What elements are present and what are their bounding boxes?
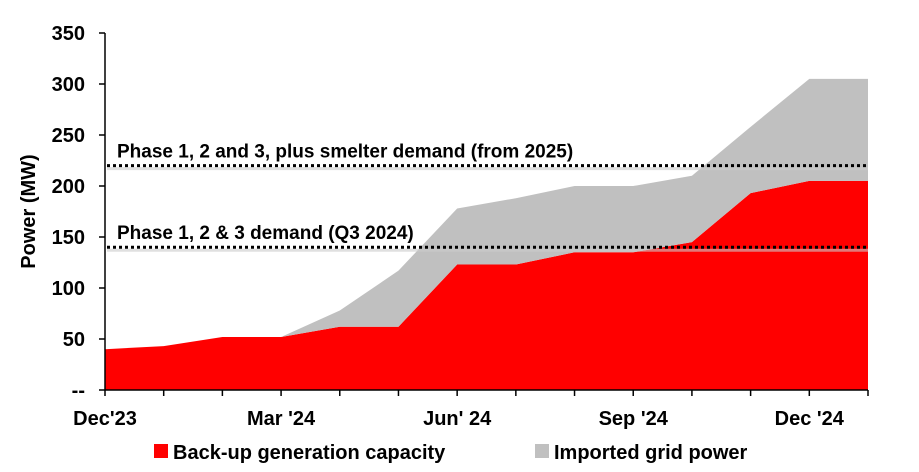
y-tick-label: 250 [52, 125, 85, 147]
legend-swatch [535, 444, 549, 458]
x-tick-label: Dec '24 [775, 408, 845, 430]
legend-swatch [154, 444, 168, 458]
legend-label: Back-up generation capacity [173, 442, 446, 464]
y-axis-label: Power (MW) [18, 154, 40, 268]
area-series-imported-grid [105, 78, 868, 350]
x-tick-label: Dec'23 [73, 408, 137, 430]
y-tick-label: 300 [52, 74, 85, 96]
reference-line-label: Phase 1, 2 & 3 demand (Q3 2024) [117, 223, 414, 244]
y-tick-label: 100 [52, 278, 85, 300]
y-tick-label: -- [72, 380, 85, 402]
x-tick-label: Mar '24 [247, 408, 316, 430]
area-series-backup-generation [105, 180, 868, 390]
legend-label: Imported grid power [554, 442, 748, 464]
y-tick-label: 350 [52, 23, 85, 45]
reference-line-label: Phase 1, 2 and 3, plus smelter demand (f… [117, 142, 573, 163]
y-tick-label: 50 [63, 329, 85, 351]
y-tick-label: 150 [52, 227, 85, 249]
y-tick-label: 200 [52, 176, 85, 198]
x-tick-label: Jun' 24 [423, 408, 492, 430]
x-tick-label: Sep '24 [599, 408, 669, 430]
